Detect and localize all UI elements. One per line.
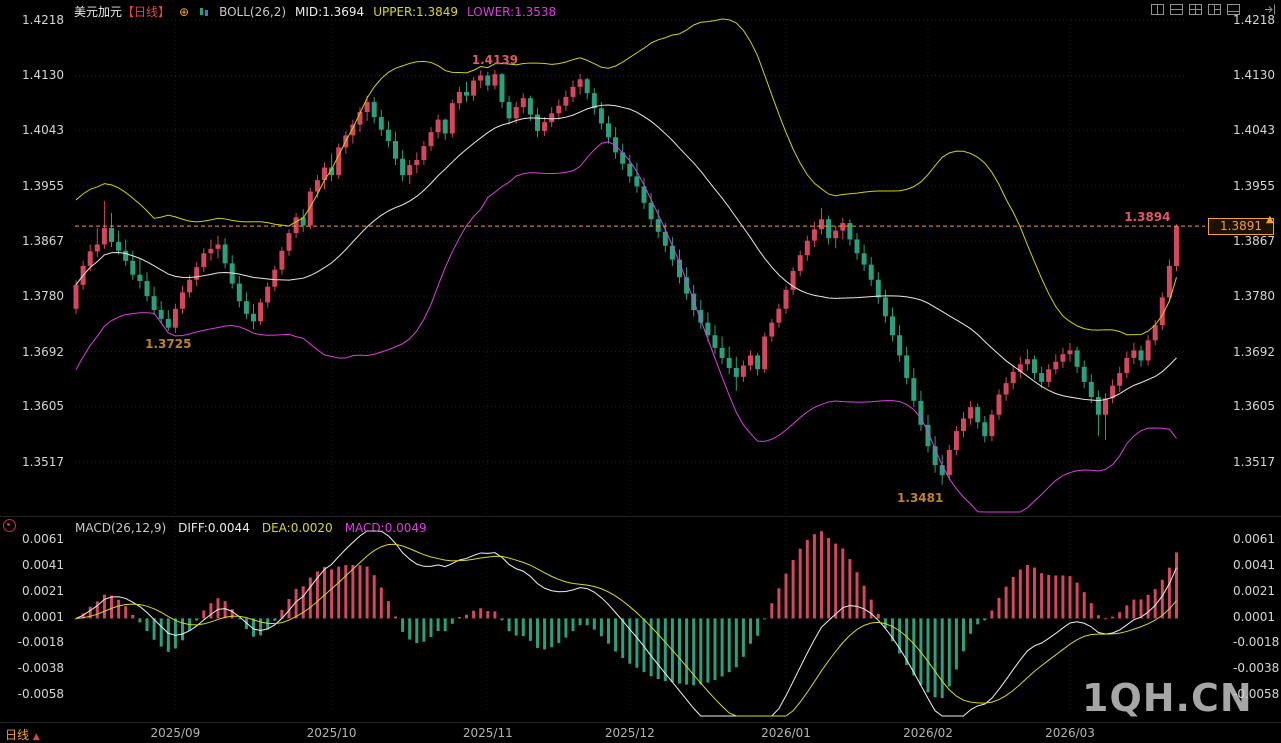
macd-label: -0.0018 [17,634,64,649]
macd-label: 0.0021 [22,584,64,599]
price-label: 1.4043 [22,123,64,138]
indicator-target-icon[interactable] [3,519,16,532]
macd-label: 0.0001 [22,610,64,625]
main-indicator-header: 美元加元 【日线】 ⊕ BOLL(26,2) MID:1.3694 UPPER:1… [74,3,556,20]
price-label: 1.3955 [1233,178,1275,193]
add-indicator-icon[interactable]: ⊕ [179,4,190,19]
layout-two-column-icon[interactable] [1151,4,1164,15]
price-annotation: 1.3481 [897,490,944,505]
price-label: 1.3605 [1233,399,1275,414]
layout-bottom-panel-icon[interactable] [1227,4,1240,15]
macd-dea-value: DEA:0.0020 [261,521,333,535]
macd-label: -0.0058 [17,686,64,701]
price-label: 1.3517 [1233,454,1275,469]
price-label: 1.4043 [1233,123,1275,138]
price-label: 1.3692 [22,344,64,359]
macd-indicator-header: MACD(26,12,9) DIFF:0.0044 DEA:0.0020 MAC… [75,521,427,535]
macd-label: -0.0018 [1233,634,1280,649]
layout-toolbar [1151,4,1240,15]
macd-label: -0.0038 [17,660,64,675]
macd-label: 0.0021 [1233,584,1275,599]
collapse-panel-icon[interactable] [1264,4,1276,15]
time-label: 2026/01 [761,726,811,740]
watermark: 1QH.CN [1082,676,1253,720]
boll-mid-value: MID:1.3694 [295,4,365,19]
time-label: 2025/09 [150,726,201,740]
price-annotation: 1.3725 [145,336,192,351]
boll-lower-value: LOWER:1.3538 [467,4,557,19]
macd-label: 0.0061 [1233,532,1275,547]
price-label: 1.3517 [22,454,64,469]
symbol-name: 美元加元 [74,5,123,19]
layout-three-pane-icon[interactable] [1208,4,1221,15]
price-label: 1.3955 [22,178,64,193]
macd-label: 0.0041 [1233,558,1275,573]
price-annotation: 1.4139 [471,52,519,67]
macd-value: MACD:0.0049 [344,521,427,535]
last-price-tag: 1.3891 [1208,218,1274,236]
time-label: 2025/10 [306,726,357,740]
price-label: 1.4218 [1233,13,1275,27]
boll-label: BOLL(26,2) [219,4,287,19]
layout-two-row-icon[interactable] [1170,4,1183,15]
price-label: 1.4218 [22,13,64,27]
macd-label: MACD(26,12,9) [75,521,167,535]
macd-label: -0.0038 [1233,660,1280,675]
period-selector[interactable]: 日线 ▲ [5,726,40,743]
period-up-arrow-icon: ▲ [32,732,40,742]
time-label: 2026/03 [1045,726,1095,740]
latest-price-arrow[interactable]: ▲ [1266,214,1274,226]
price-label: 1.3780 [22,289,64,304]
macd-label: 0.0041 [22,558,64,573]
price-axis-right: 1.4218 1.4130 1.4043 1.3955 1.3867 1.3780 1.36… [1231,0,1281,743]
price-axis-left: 1.4218 1.4130 1.4043 1.3955 1.3867 1.3780 1.36… [0,0,66,743]
period-tag[interactable]: 【日线】 [122,5,171,19]
price-annotation: 1.3894 [1124,210,1171,225]
macd-diff-value: DIFF:0.0044 [178,521,250,535]
price-label: 1.4130 [22,68,64,83]
period-selector-label[interactable]: 日线 [5,728,30,742]
macd-label: -0.0058 [1233,686,1280,701]
price-label: 1.3867 [1233,234,1275,249]
boll-indicator-icon [198,6,210,18]
price-label: 1.3692 [1233,344,1275,359]
price-label: 1.3867 [22,234,64,249]
price-label: 1.3605 [22,399,64,414]
price-label: 1.3780 [1233,289,1275,304]
macd-label: 0.0061 [22,532,64,547]
panel-divider [0,516,1281,517]
price-label: 1.4130 [1233,68,1275,83]
time-axis-divider [0,722,1281,723]
layout-grid-icon[interactable] [1189,4,1202,15]
macd-label: 0.0001 [1233,610,1275,625]
time-label: 2025/11 [462,726,513,740]
boll-upper-value: UPPER:1.3849 [373,4,459,19]
time-label: 2025/12 [604,726,655,740]
target-dot [7,523,10,526]
time-label: 2026/02 [903,726,953,740]
